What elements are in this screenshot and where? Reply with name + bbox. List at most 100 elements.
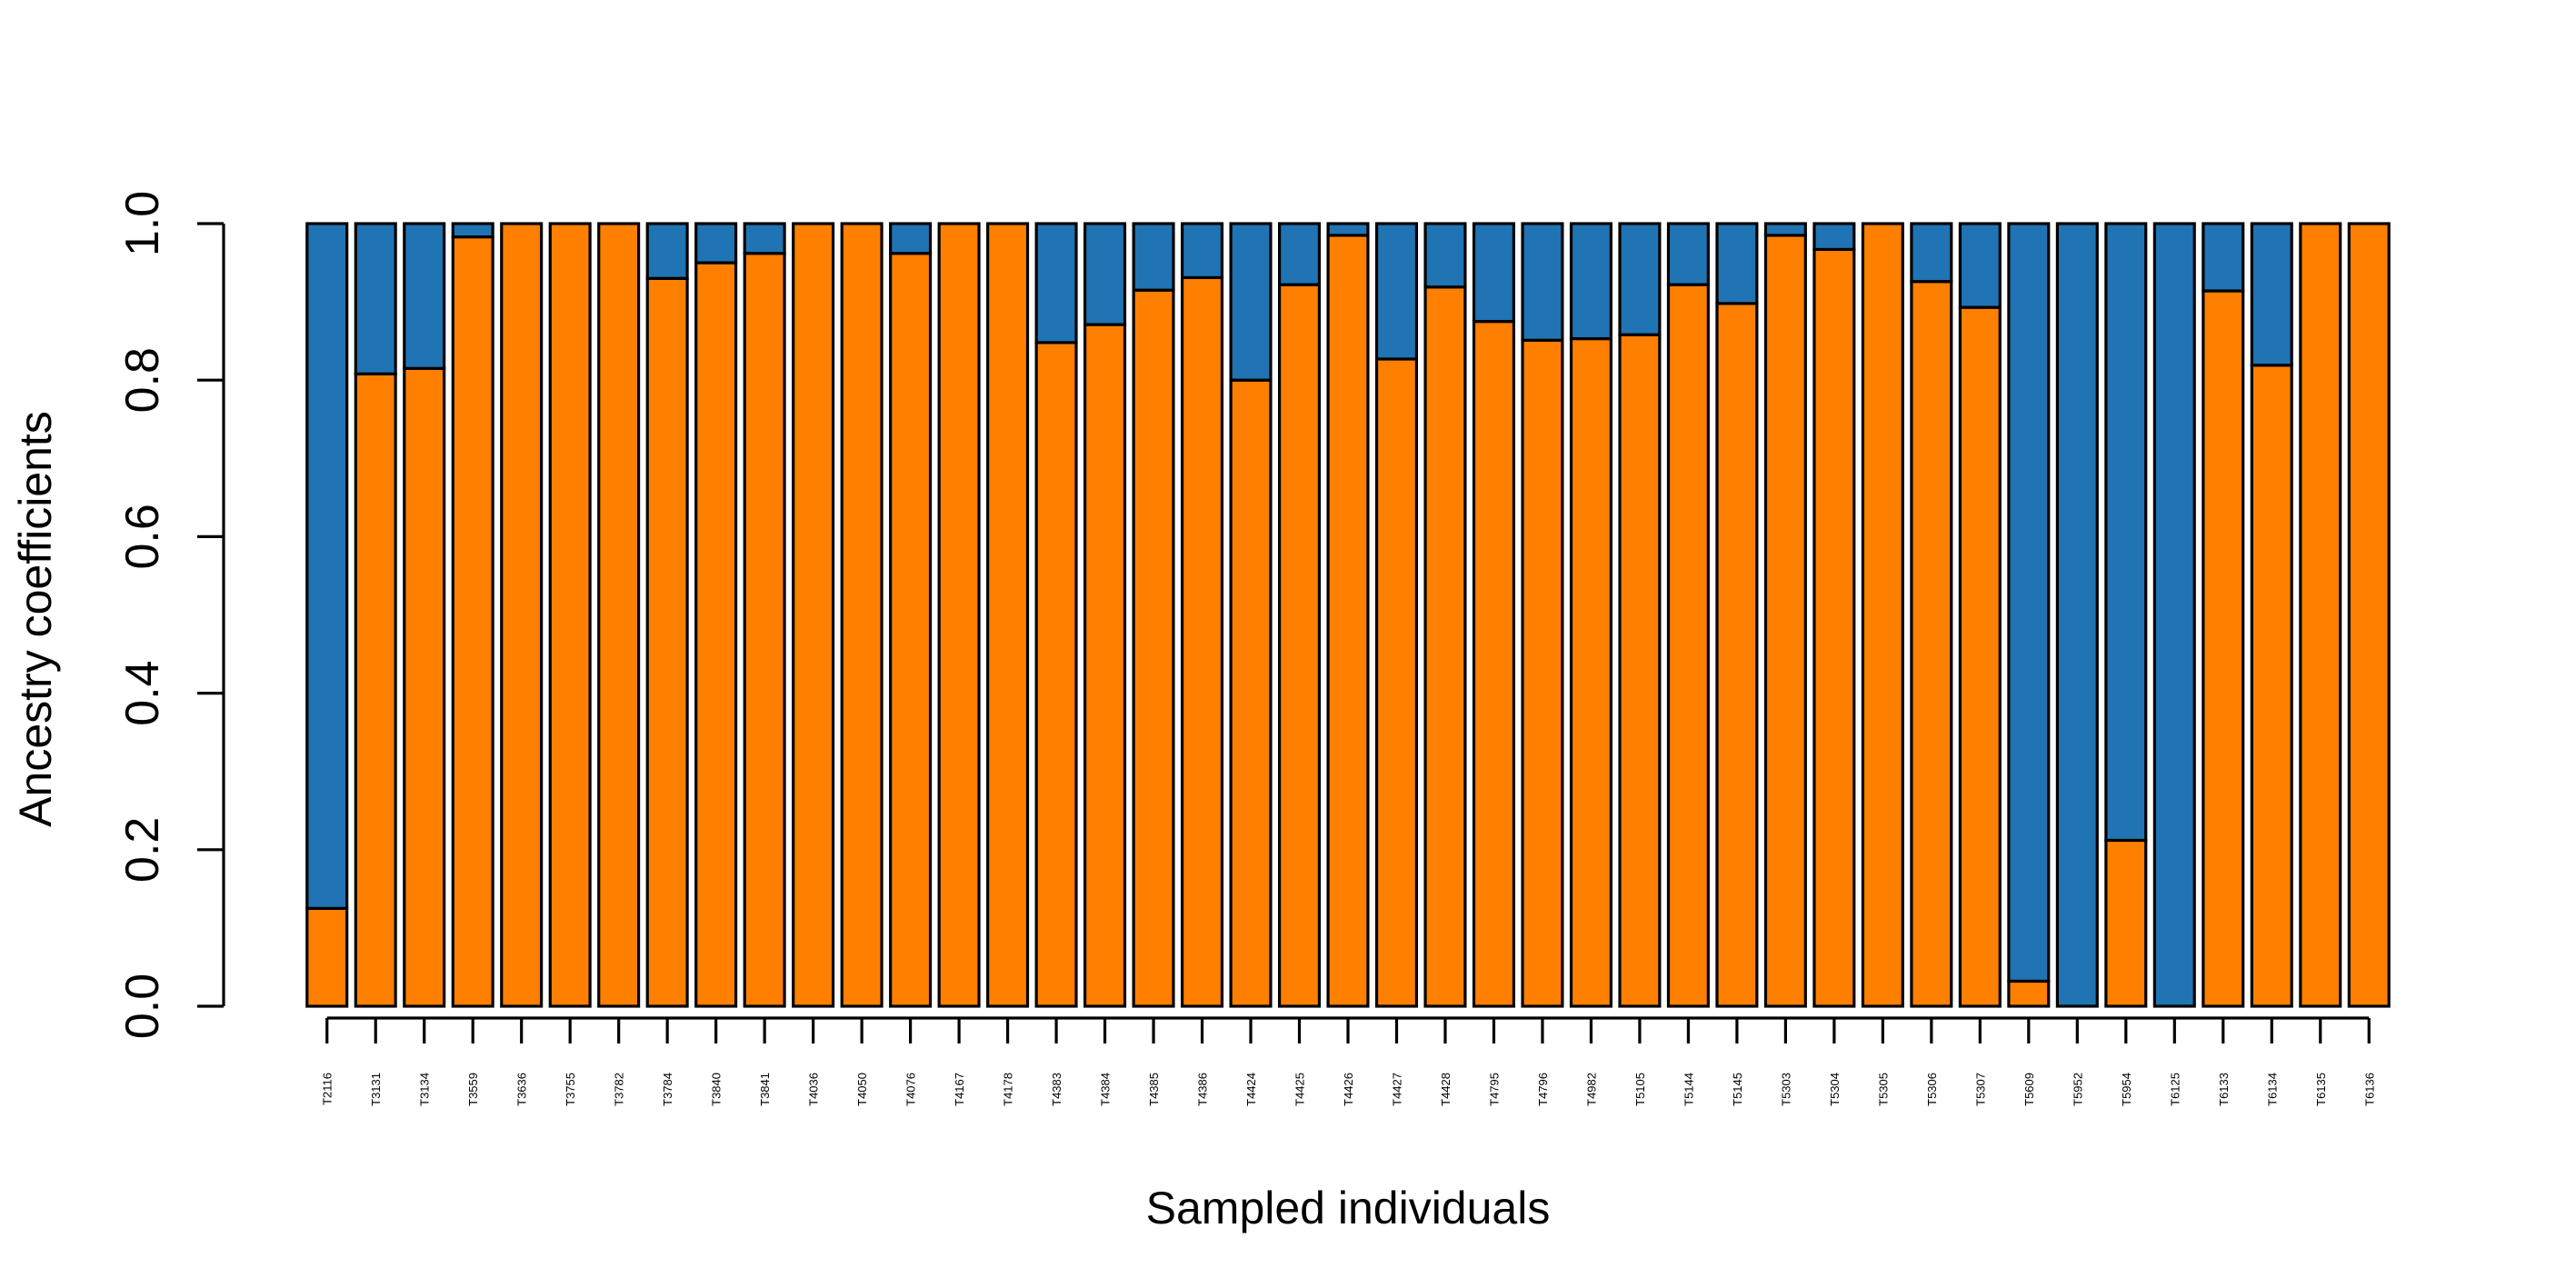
bar-T5105-segment-2	[1618, 222, 1662, 336]
x-tick-label-T3784: T3784	[661, 1073, 674, 1106]
bar-T3134-segment-2	[403, 222, 446, 370]
bars-group	[305, 222, 2391, 1008]
y-tick-label: 0.4	[116, 660, 169, 725]
x-tick-label-T6136: T6136	[2362, 1073, 2376, 1106]
x-tick-label-T4050: T4050	[855, 1073, 869, 1106]
y-axis: 0.0 0.2 0.4 0.6 0.8 1.0	[116, 191, 225, 1039]
x-tick-label-T3636: T3636	[515, 1073, 529, 1106]
bar-T4982-segment-1	[1569, 336, 1612, 1008]
bar-T4425-segment-1	[1277, 283, 1322, 1008]
bar-T5305-segment-1	[1861, 222, 1904, 1008]
bar-T4385-segment-2	[1132, 222, 1175, 292]
bar-T4178-segment-1	[986, 222, 1030, 1008]
x-tick-label-T4178: T4178	[1002, 1073, 1015, 1106]
bar-T6133-segment-1	[2202, 289, 2245, 1008]
bar-T6134-segment-1	[2250, 364, 2293, 1008]
bar-T4385-segment-1	[1132, 288, 1175, 1008]
x-tick-label-T3840: T3840	[710, 1073, 724, 1106]
bar-T3841-segment-1	[743, 252, 786, 1008]
bar-T6125-segment-2	[2152, 222, 2196, 1008]
x-tick-label-T4036: T4036	[807, 1073, 821, 1106]
bar-T5307-segment-2	[1958, 222, 2002, 309]
bar-T4167-segment-1	[937, 222, 981, 1008]
bar-T5144-segment-1	[1666, 283, 1710, 1008]
bar-T4426-segment-1	[1326, 234, 1370, 1008]
y-tick-label: 0.0	[116, 973, 169, 1039]
x-tick-label-T3134: T3134	[418, 1073, 432, 1106]
bar-T4427-segment-2	[1374, 222, 1419, 361]
bar-T5609-segment-1	[2007, 979, 2051, 1008]
bar-T5144-segment-2	[1666, 222, 1710, 286]
bar-T5105-segment-1	[1618, 333, 1662, 1008]
x-tick-label-T5307: T5307	[1973, 1073, 1987, 1106]
bar-T6133-segment-2	[2202, 222, 2245, 293]
x-tick-label-T3559: T3559	[466, 1073, 480, 1106]
x-tick-label-T4795: T4795	[1487, 1073, 1501, 1106]
bar-T3131-segment-2	[354, 222, 397, 375]
x-tick-label-T4425: T4425	[1293, 1073, 1307, 1106]
x-tick-label-T5954: T5954	[2120, 1073, 2133, 1106]
x-tick-label-T4385: T4385	[1147, 1073, 1161, 1106]
x-tick-label-T4167: T4167	[953, 1073, 966, 1106]
bar-T4386-segment-2	[1180, 222, 1224, 280]
bar-T3559-segment-1	[451, 235, 494, 1008]
x-tick-label-T5609: T5609	[2022, 1073, 2036, 1106]
x-tick-label-T6125: T6125	[2168, 1073, 2182, 1106]
bar-T4424-segment-1	[1229, 378, 1273, 1008]
bar-T4050-segment-1	[840, 222, 884, 1008]
bar-T5609-segment-2	[2007, 222, 2051, 983]
bar-T5306-segment-2	[1910, 222, 1953, 284]
x-tick-label-T4428: T4428	[1439, 1073, 1453, 1106]
bar-T5304-segment-1	[1812, 247, 1856, 1008]
x-tick-label-T5306: T5306	[1925, 1073, 1939, 1106]
x-axis-title: Sampled individuals	[1146, 1183, 1551, 1233]
bar-T5303-segment-1	[1763, 234, 1807, 1008]
bar-T5145-segment-1	[1715, 302, 1759, 1008]
bar-T5952-segment-2	[2055, 222, 2099, 1008]
bar-T3559-segment-2	[451, 222, 494, 239]
bar-T4384-segment-1	[1083, 323, 1127, 1008]
bar-T4383-segment-2	[1034, 222, 1078, 344]
bar-T4386-segment-1	[1180, 275, 1224, 1008]
bar-T3134-segment-1	[403, 366, 446, 1008]
x-tick-label-T4982: T4982	[1584, 1073, 1598, 1106]
x-tick-label-T4796: T4796	[1536, 1073, 1550, 1106]
bar-T6134-segment-2	[2250, 222, 2293, 367]
bar-T4795-segment-1	[1472, 320, 1515, 1008]
bar-T4796-segment-2	[1521, 222, 1564, 342]
bar-T4076-segment-2	[889, 222, 933, 255]
x-axis: T2116 T3131 T3134 T3559 T3636 T3755 T3782 T3784…	[321, 1016, 2376, 1106]
bar-T4428-segment-2	[1423, 222, 1467, 289]
bar-T3840-segment-2	[694, 222, 738, 265]
x-tick-label-T4384: T4384	[1099, 1073, 1113, 1106]
bar-T2116-segment-1	[305, 906, 349, 1008]
x-tick-label-T4427: T4427	[1390, 1073, 1403, 1106]
x-tick-label-T3782: T3782	[613, 1073, 626, 1106]
x-tick-label-T4383: T4383	[1050, 1073, 1063, 1106]
bar-T6135-segment-1	[2299, 222, 2342, 1008]
y-tick-label: 1.0	[116, 191, 169, 256]
x-tick-label-T4426: T4426	[1342, 1073, 1355, 1106]
bar-T3841-segment-2	[743, 222, 786, 255]
y-tick-label: 0.8	[116, 347, 169, 413]
bar-T4384-segment-2	[1083, 222, 1127, 326]
x-tick-label-T6135: T6135	[2314, 1073, 2328, 1106]
x-tick-label-T6133: T6133	[2217, 1073, 2231, 1106]
bar-T5303-segment-2	[1763, 222, 1807, 237]
x-tick-label-T4076: T4076	[904, 1073, 918, 1106]
bar-T4036-segment-1	[792, 222, 835, 1008]
bar-T3784-segment-2	[645, 222, 689, 280]
x-tick-label-T5304: T5304	[1828, 1073, 1842, 1106]
x-tick-label-T3841: T3841	[758, 1073, 772, 1106]
x-tick-label-T5952: T5952	[2071, 1073, 2084, 1106]
bar-T3840-segment-1	[694, 261, 738, 1008]
x-tick-label-T6134: T6134	[2265, 1073, 2279, 1106]
x-tick-label-T5303: T5303	[1779, 1073, 1792, 1106]
bar-T4796-segment-1	[1521, 338, 1564, 1008]
bar-T5954-segment-2	[2104, 222, 2148, 843]
bar-T3784-segment-1	[645, 276, 689, 1008]
bar-T4795-segment-2	[1472, 222, 1515, 324]
bar-T5145-segment-2	[1715, 222, 1759, 305]
x-tick-label-T5105: T5105	[1633, 1073, 1647, 1106]
